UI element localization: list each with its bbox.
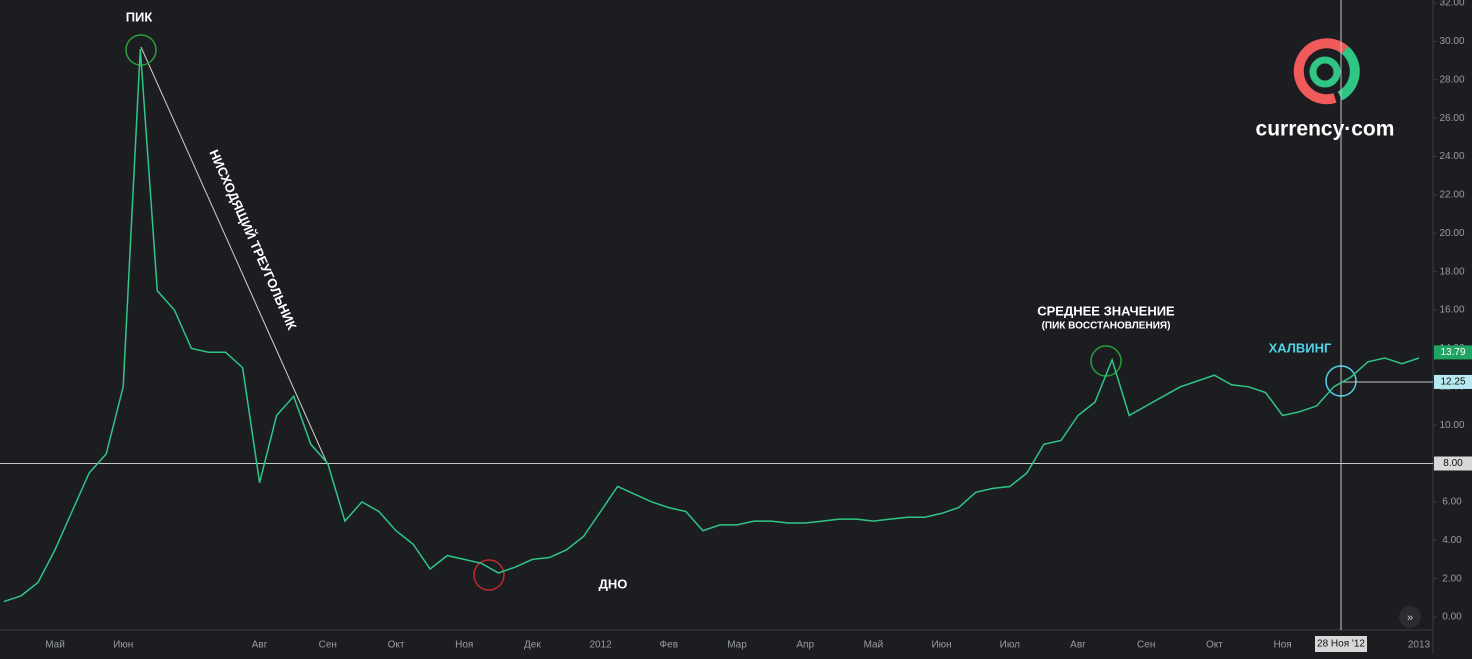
x-tick-label: Авг [1070, 640, 1086, 651]
x-tick-label: Июн [931, 640, 951, 651]
y-tick-label: 30.00 [1439, 36, 1464, 47]
annotation: НИСХОДЯЩИЙ ТРЕУГОЛЬНИК [206, 147, 299, 332]
x-tick-label: Окт [1206, 640, 1223, 651]
x-tick-label: Ноя [455, 640, 473, 651]
y-tick-label: 24.00 [1439, 151, 1464, 162]
logo-text: currency·com [1256, 118, 1395, 141]
x-tick-label: Авг [252, 640, 268, 651]
price-line [3, 48, 1420, 603]
y-tick-label: 32.00 [1439, 0, 1464, 9]
hline-badge [1434, 456, 1472, 471]
crosshair-badge [1434, 374, 1472, 389]
x-tick-label: 2012 [589, 640, 612, 651]
y-tick-label: 2.00 [1442, 573, 1462, 584]
y-tick-label: 22.00 [1439, 190, 1464, 201]
x-tick-label: Апр [796, 640, 814, 651]
logo-ring [1309, 56, 1341, 88]
y-tick-label: 6.00 [1442, 497, 1462, 508]
y-tick-label: 28.00 [1439, 74, 1464, 85]
annotation: СРЕДНЕЕ ЗНАЧЕНИЕ [1037, 303, 1175, 318]
annotation: ХАЛВИНГ [1269, 340, 1332, 355]
last-price-badge-label: 13.79 [1440, 347, 1465, 358]
y-tick-label: 16.00 [1439, 305, 1464, 316]
x-tick-label: Дек [524, 640, 541, 651]
x-tick-label: Май [45, 640, 65, 651]
x-tick-label: Мар [727, 640, 747, 651]
x-tick-label: Окт [388, 640, 405, 651]
x-tick-label: Май [864, 640, 884, 651]
x-tick-label: Сен [1137, 640, 1155, 651]
x-tick-label: Ноя [1273, 640, 1291, 651]
x-tick-label: Июл [1000, 640, 1020, 651]
x-tick-label: Фев [660, 640, 678, 651]
mean-marker [1090, 345, 1122, 377]
y-tick-label: 10.00 [1439, 420, 1464, 431]
x-tick-label: 2013 [1408, 640, 1431, 651]
scroll-button[interactable] [1399, 606, 1421, 628]
logo-arc [1293, 38, 1349, 105]
crosshair-date-badge [1315, 636, 1367, 652]
last-price-badge [1434, 345, 1472, 360]
annotation: ПИК [126, 9, 153, 24]
annotation: (ПИК ВОССТАНОВЛЕНИЯ) [1042, 321, 1171, 332]
y-tick-label: 0.00 [1442, 612, 1462, 623]
y-tick-label: 18.00 [1439, 266, 1464, 277]
x-tick-label: Сен [319, 640, 337, 651]
hline-badge-label: 8.00 [1443, 458, 1463, 469]
bottom-marker [473, 559, 505, 591]
y-tick-label: 20.00 [1439, 228, 1464, 239]
x-tick-label: Июн [113, 640, 133, 651]
crosshair-date: 28 Ноя '12 [1317, 639, 1365, 650]
y-tick-label: 26.00 [1439, 113, 1464, 124]
annotation: ДНО [599, 576, 628, 591]
crosshair-badge-label: 12.25 [1440, 377, 1465, 388]
logo: currency·com [1256, 38, 1395, 141]
scroll-icon: » [1407, 612, 1413, 624]
trend-line [140, 46, 328, 464]
logo-arc [1337, 46, 1360, 101]
y-tick-label: 4.00 [1442, 535, 1462, 546]
